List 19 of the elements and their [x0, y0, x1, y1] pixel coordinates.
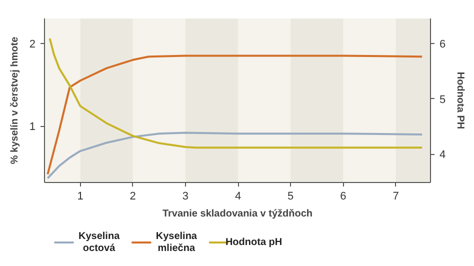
y2-axis-title: Hodnota PH	[454, 72, 466, 130]
x-tick-label: 7	[392, 190, 399, 202]
legend-label: Kyselina octová	[78, 230, 120, 254]
x-tick-label: 4	[234, 190, 242, 202]
line-series	[46, 132, 424, 180]
x-tick-label: 5	[288, 190, 294, 202]
line-series	[46, 54, 424, 176]
legend-label: Kyselina mliečna	[156, 230, 198, 254]
x-axis-title: Trvanie skladovania v týždňoch	[162, 208, 313, 220]
line-series	[48, 37, 424, 149]
legend-label: Hodnota pH	[225, 237, 282, 248]
y2-tick-label: 6	[440, 38, 446, 50]
y2-tick-label: 5	[440, 94, 446, 106]
x-tick-label: 1	[77, 190, 84, 202]
y-axis-title: % kyselín v čerstvej hmote	[9, 36, 20, 164]
x-tick-label: 6	[340, 190, 346, 202]
x-tick-label: 2	[130, 190, 136, 202]
y2-tick-label: 4	[440, 149, 446, 162]
x-tick-label: 3	[182, 190, 189, 202]
